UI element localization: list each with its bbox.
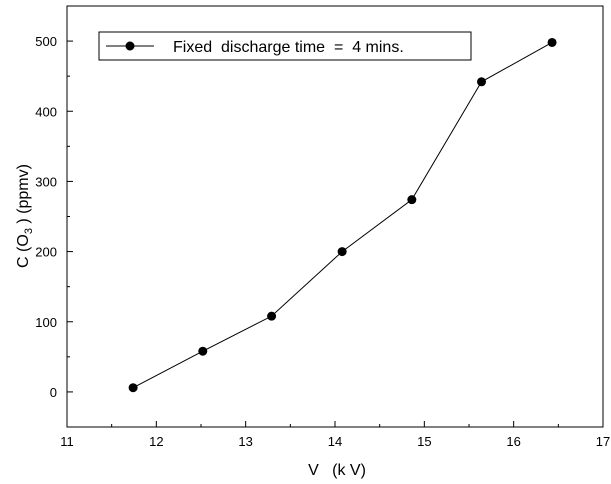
- y-axis-title-part-2: ) (ppmv): [15, 164, 32, 228]
- x-axis-title: V (k V): [308, 462, 366, 479]
- plot-frame: [66, 5, 604, 428]
- y-tick-label: 400: [35, 104, 57, 119]
- legend-marker: [125, 41, 135, 51]
- series-points: [128, 37, 557, 393]
- y-tick-label: 100: [35, 315, 57, 330]
- y-axis-title-part-1: C (O: [15, 234, 32, 268]
- data-point: [198, 346, 208, 356]
- y-tick-label: 300: [35, 174, 57, 189]
- series-line: [132, 42, 553, 389]
- y-tick-label: 500: [35, 34, 57, 49]
- x-tick-label: 15: [417, 434, 431, 449]
- y-axis-ticks: 0 100 200 300 400 500: [35, 34, 73, 400]
- x-tick-label: 11: [60, 434, 74, 449]
- y-axis-title-subscript: 3: [23, 228, 35, 234]
- data-point: [547, 37, 557, 47]
- y-axis-title: C (O3 ) (ppmv): [15, 164, 35, 268]
- x-tick-label: 12: [149, 434, 163, 449]
- data-point: [128, 383, 138, 393]
- y-tick-label: 0: [50, 385, 57, 400]
- x-tick-label: 14: [328, 434, 342, 449]
- y-tick-label: 200: [35, 245, 57, 260]
- data-point: [267, 311, 277, 321]
- legend-label: Fixed discharge time = 4 mins.: [173, 39, 404, 56]
- x-tick-label: 16: [506, 434, 520, 449]
- legend-box: [98, 31, 472, 61]
- data-point: [477, 77, 487, 87]
- data-point: [407, 195, 417, 205]
- x-tick-label: 17: [596, 434, 610, 449]
- x-tick-label: 13: [238, 434, 252, 449]
- x-axis-ticks: 11 12 13 14 15 16 17: [60, 421, 610, 449]
- legend: Fixed discharge time = 4 mins.: [98, 31, 472, 61]
- data-point: [337, 247, 347, 257]
